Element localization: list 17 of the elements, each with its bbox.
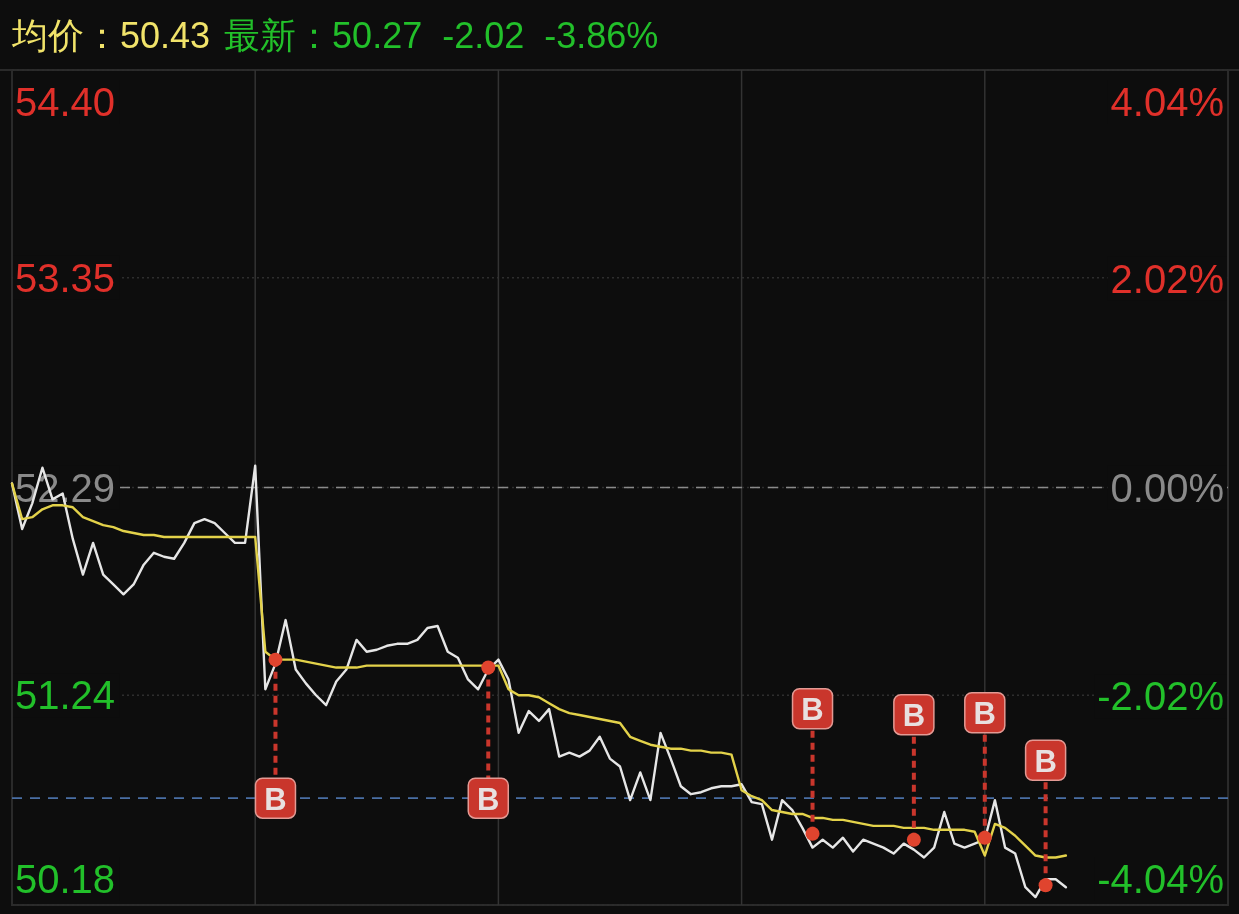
- annotation: B: [973, 696, 996, 732]
- y-tick-label: 53.35: [15, 255, 116, 300]
- annotation: B: [477, 781, 500, 817]
- y2-tick-label: -2.02%: [1097, 674, 1224, 719]
- y-tick-label: 54.40: [15, 80, 116, 124]
- y-tick-label: 51.24: [15, 673, 116, 718]
- y2-tick-label: 0.00%: [1110, 465, 1224, 510]
- annotation: B: [1034, 743, 1057, 779]
- chart-title: 均价：50.43: [11, 15, 211, 56]
- annotation: B: [902, 698, 926, 734]
- y-tick-label: 50.18: [15, 857, 116, 901]
- y2-tick-label: -4.04%: [1097, 857, 1224, 901]
- chart-subtitle: 最新：50.27 -2.02 -3.86%: [224, 15, 659, 56]
- annotation: B: [264, 781, 287, 817]
- y2-tick-label: 4.04%: [1110, 80, 1224, 124]
- annotation: B: [801, 692, 824, 728]
- y2-tick-label: 2.02%: [1110, 256, 1224, 301]
